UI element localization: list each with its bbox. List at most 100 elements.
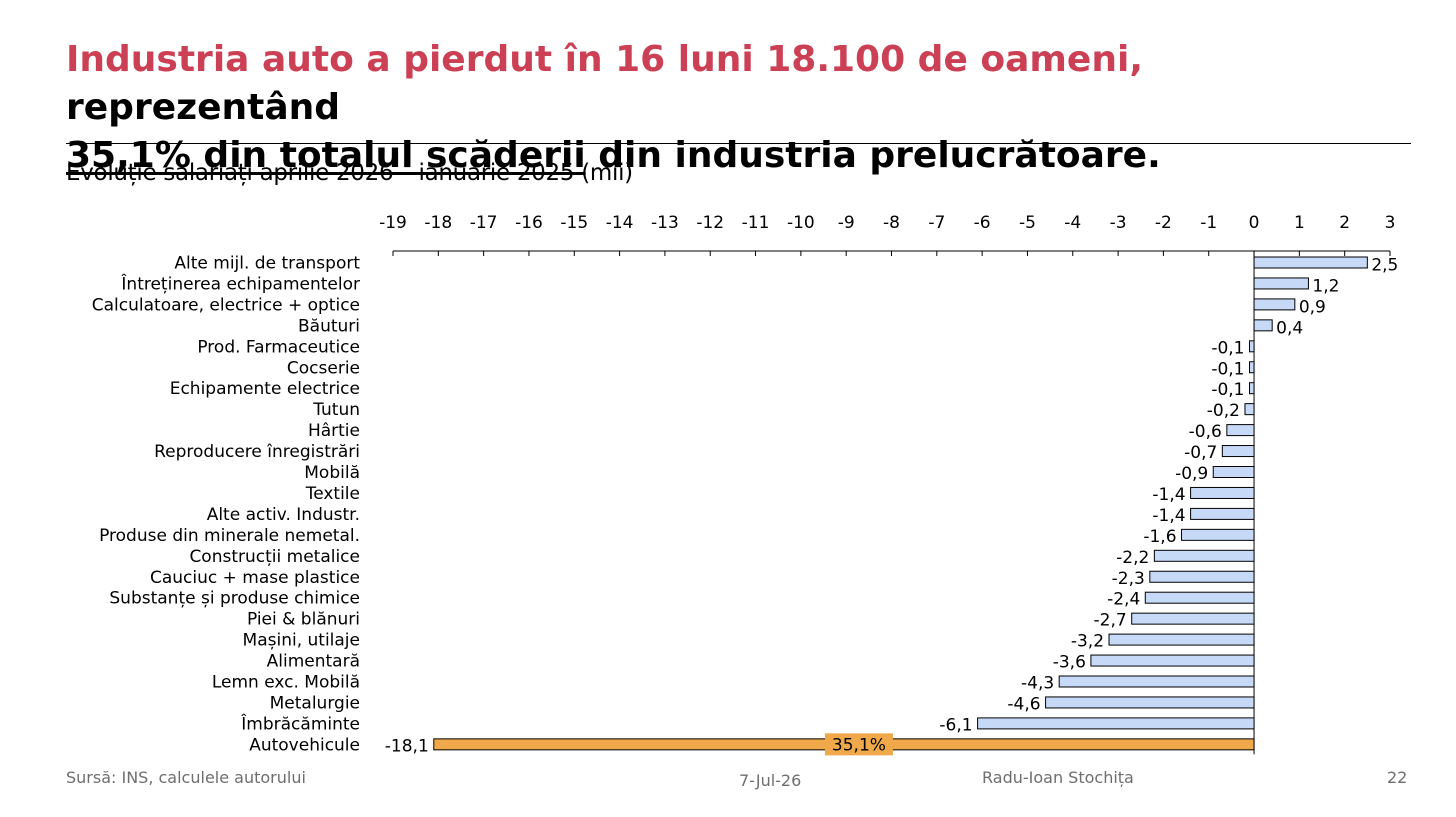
data-label: -0,1 bbox=[1211, 338, 1244, 358]
bar bbox=[1190, 507, 1255, 520]
data-label: -0,6 bbox=[1189, 422, 1222, 442]
data-label: -1,4 bbox=[1152, 506, 1185, 526]
data-label: -1,4 bbox=[1152, 485, 1185, 505]
x-tick-label: -17 bbox=[470, 213, 498, 233]
title-highlight: Industria auto a pierdut în 16 luni 18.1… bbox=[66, 39, 1143, 80]
x-tick-label: -5 bbox=[1019, 213, 1036, 233]
x-tick-label: -19 bbox=[379, 213, 407, 233]
x-tick-label: -12 bbox=[696, 213, 724, 233]
x-tick-label: -3 bbox=[1110, 213, 1127, 233]
title-tail: din industria prelucrătoare. bbox=[585, 135, 1161, 176]
bar bbox=[1149, 570, 1255, 583]
footer-date: 7-Jul-26 bbox=[739, 771, 802, 790]
category-label: Prod. Farmaceutice bbox=[197, 337, 360, 357]
category-label: Textile bbox=[305, 484, 360, 504]
data-label: -0,9 bbox=[1175, 464, 1208, 484]
category-label: Hârtie bbox=[308, 421, 360, 441]
category-label: Autovehicule bbox=[249, 735, 360, 755]
category-label: Întreținerea echipamentelor bbox=[120, 272, 360, 294]
x-axis: -19 -18 -17 -16 -15 -14 -13 -12 -11 -10 -9 -8 -7 -6 -5… bbox=[379, 213, 1396, 755]
highlight-annotation: 35,1% bbox=[824, 733, 893, 756]
data-label: -0,1 bbox=[1211, 380, 1244, 400]
category-label: Lemn exc. Mobilă bbox=[212, 673, 360, 693]
x-tick-label: -18 bbox=[424, 213, 452, 233]
x-tick-label: 0 bbox=[1249, 213, 1260, 233]
bar bbox=[1253, 256, 1368, 269]
category-label: Mașini, utilaje bbox=[243, 631, 360, 651]
bar bbox=[1249, 361, 1255, 374]
slide-title: Industria auto a pierdut în 16 luni 18.1… bbox=[66, 36, 1406, 180]
data-label: -3,6 bbox=[1053, 653, 1086, 673]
x-tick-label: -9 bbox=[838, 213, 855, 233]
bar bbox=[1058, 675, 1255, 688]
data-label: -3,2 bbox=[1071, 632, 1104, 652]
data-label: -18,1 bbox=[385, 736, 429, 756]
category-label: Băuturi bbox=[298, 316, 360, 336]
data-label: -6,1 bbox=[939, 715, 972, 735]
x-tick-label: -7 bbox=[928, 213, 945, 233]
data-label: -0,7 bbox=[1184, 443, 1217, 463]
data-label: -0,2 bbox=[1207, 401, 1240, 421]
x-tick-label: -8 bbox=[883, 213, 900, 233]
data-label: 2,5 bbox=[1371, 256, 1398, 276]
annotation-label: 35,1% bbox=[832, 735, 886, 755]
data-label: -0,1 bbox=[1211, 359, 1244, 379]
title-rest: reprezentând bbox=[66, 87, 341, 128]
x-tick-label: 2 bbox=[1339, 213, 1350, 233]
x-tick-label: 3 bbox=[1385, 213, 1396, 233]
category-label: Substanțe și produse chimice bbox=[109, 589, 360, 609]
x-tick-label: -11 bbox=[742, 213, 770, 233]
x-tick-label: -6 bbox=[974, 213, 991, 233]
x-tick-label: -13 bbox=[651, 213, 679, 233]
footer-source: Sursă: INS, calculele autorului bbox=[66, 768, 306, 787]
bar bbox=[1108, 633, 1255, 646]
data-label: -2,2 bbox=[1116, 548, 1149, 568]
category-label: Calculatoare, electrice + optice bbox=[92, 295, 360, 315]
bar bbox=[977, 717, 1255, 730]
x-tick-label: -2 bbox=[1155, 213, 1172, 233]
bar bbox=[1181, 528, 1255, 541]
category-label: Cauciuc + mase plastice bbox=[150, 568, 360, 588]
bar bbox=[1190, 486, 1255, 499]
category-label: Alimentară bbox=[267, 652, 360, 672]
data-label: -2,3 bbox=[1112, 569, 1145, 589]
data-labels: 2,51,20,90,4-0,1-0,1-0,1-0,2-0,6-0,7-0,9… bbox=[385, 256, 1399, 757]
data-label: -1,6 bbox=[1143, 527, 1176, 547]
bars bbox=[433, 256, 1368, 751]
category-label: Piei & blănuri bbox=[247, 610, 360, 630]
category-label: Alte activ. Industr. bbox=[207, 505, 360, 525]
bar bbox=[1090, 654, 1255, 667]
bar bbox=[1226, 424, 1255, 437]
annotation-box bbox=[824, 733, 893, 756]
bar bbox=[1249, 340, 1255, 353]
title-underlined: 35,1% din totalul scăderii bbox=[66, 135, 586, 176]
category-label: Cocserie bbox=[287, 358, 360, 378]
bar bbox=[1221, 445, 1255, 458]
bar bbox=[1045, 696, 1255, 709]
x-tick-label: -4 bbox=[1064, 213, 1081, 233]
bar bbox=[1249, 382, 1255, 395]
data-label: 1,2 bbox=[1312, 276, 1339, 296]
bar bbox=[1131, 612, 1255, 625]
x-tick-label: -14 bbox=[606, 213, 634, 233]
bar bbox=[1144, 591, 1255, 604]
data-label: -4,3 bbox=[1021, 674, 1054, 694]
category-label: Reproducere înregistrări bbox=[154, 442, 360, 462]
data-label: -2,4 bbox=[1107, 590, 1140, 610]
bar bbox=[1253, 277, 1309, 290]
bar bbox=[1244, 403, 1255, 416]
footer-page-number: 22 bbox=[1387, 768, 1408, 787]
data-label: 0,4 bbox=[1276, 318, 1303, 338]
data-label: -2,7 bbox=[1094, 611, 1127, 631]
category-label: Metalurgie bbox=[270, 693, 360, 713]
category-label: Construcții metalice bbox=[189, 547, 360, 567]
category-label: Produse din minerale nemetal. bbox=[99, 526, 360, 546]
category-label: Tutun bbox=[312, 400, 360, 420]
category-label: Alte mijl. de transport bbox=[174, 254, 360, 274]
data-label: 0,9 bbox=[1299, 297, 1326, 317]
chart-subtitle: Evoluție salariați aprilie 2026 – ianuar… bbox=[66, 160, 633, 186]
x-tick-label: -15 bbox=[560, 213, 588, 233]
bar bbox=[1153, 549, 1255, 562]
